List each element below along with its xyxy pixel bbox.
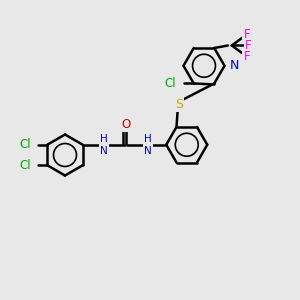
Text: S: S: [175, 98, 183, 111]
Text: H
N: H N: [144, 134, 152, 155]
Text: O: O: [122, 118, 130, 131]
Text: F: F: [243, 28, 250, 41]
Text: H
N: H N: [100, 134, 108, 155]
Text: Cl: Cl: [165, 77, 176, 90]
Text: Cl: Cl: [20, 138, 31, 151]
Text: F: F: [243, 50, 250, 63]
Text: N: N: [230, 59, 239, 72]
Text: Cl: Cl: [20, 159, 31, 172]
Text: F: F: [245, 39, 251, 52]
